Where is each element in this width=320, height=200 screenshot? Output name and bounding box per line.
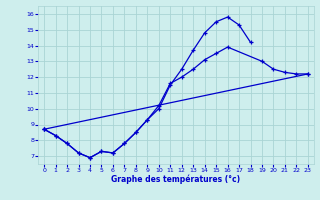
X-axis label: Graphe des températures (°c): Graphe des températures (°c) (111, 175, 241, 184)
